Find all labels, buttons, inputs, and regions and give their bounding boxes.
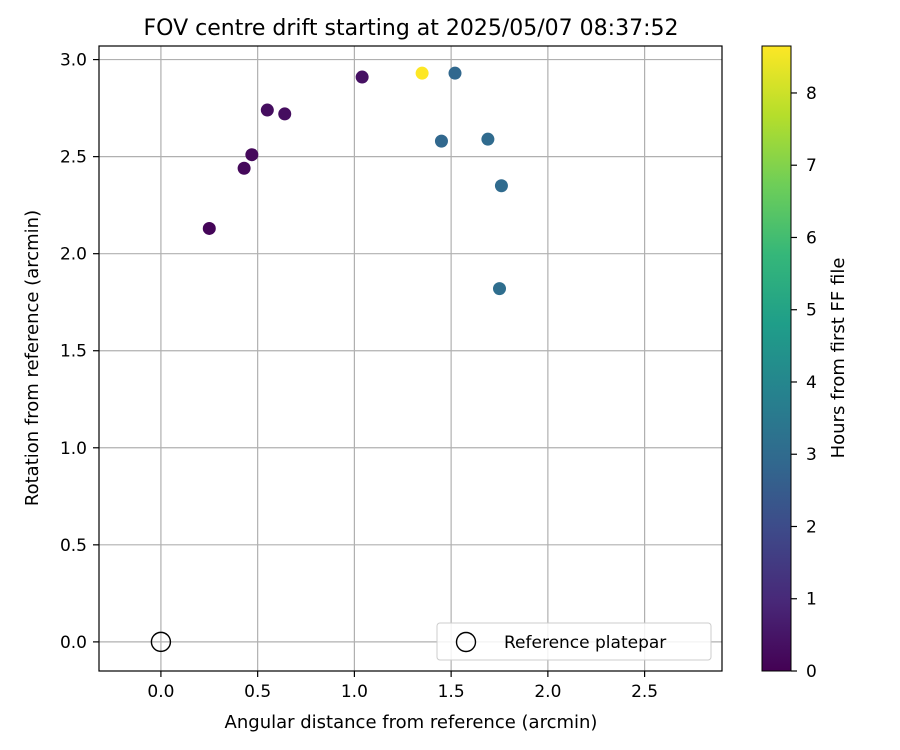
colorbar-tick-label: 7: [806, 156, 817, 176]
legend-box: [436, 622, 712, 661]
data-point: [355, 70, 369, 84]
data-point: [278, 107, 292, 121]
data-point: [481, 132, 495, 146]
x-tick-label: 2.5: [631, 682, 658, 702]
data-point: [494, 179, 508, 193]
colorbar-tick-label: 4: [806, 373, 817, 393]
y-tick-label: 1.0: [60, 439, 87, 459]
x-axis-label: Angular distance from reference (arcmin): [225, 712, 598, 733]
data-point: [415, 66, 429, 80]
legend-reference-marker: [455, 631, 477, 653]
colorbar-tick-label: 6: [806, 228, 817, 248]
colorbar-tick-label: 8: [806, 84, 817, 104]
y-tick-label: 3.0: [60, 51, 87, 71]
x-tick-label: 0.0: [147, 682, 174, 702]
colorbar-tick-label: 0: [806, 662, 817, 682]
colorbar-tick-label: 5: [806, 301, 817, 321]
legend-label-reference-platepar: Reference platepar: [504, 633, 666, 653]
colorbar-gradient: [761, 45, 792, 672]
colorbar-tick-label: 1: [806, 590, 817, 610]
y-tick-label: 0.5: [60, 536, 87, 556]
y-tick-label: 2.5: [60, 148, 87, 168]
data-points: [150, 66, 508, 653]
chart-title: FOV centre drift starting at 2025/05/07 …: [144, 16, 679, 41]
data-point: [260, 103, 274, 117]
plot-frame: [98, 45, 723, 672]
data-point: [237, 161, 251, 175]
colorbar-ticks: 0 1 2 3 4 5 6 7 8: [791, 84, 817, 682]
y-axis-ticks: 0.0 0.5 1.0 1.5 2.0 2.5 3.0: [60, 51, 99, 653]
data-point: [434, 134, 448, 148]
x-tick-label: 0.5: [244, 682, 271, 702]
data-point: [448, 66, 462, 80]
data-point: [245, 148, 259, 162]
legend: Reference platepar: [436, 622, 712, 661]
grid: [99, 46, 722, 671]
data-point: [493, 282, 506, 296]
y-tick-label: 1.5: [60, 342, 87, 362]
x-tick-label: 1.0: [341, 682, 368, 702]
colorbar-label: Hours from first FF file: [828, 258, 849, 459]
reference-platepar-point: [150, 631, 172, 653]
colorbar-tick-label: 3: [806, 445, 817, 465]
x-tick-label: 1.5: [438, 682, 465, 702]
y-tick-label: 2.0: [60, 245, 87, 265]
y-tick-label: 0.0: [60, 633, 87, 653]
data-point: [202, 221, 216, 235]
colorbar: 0 1 2 3 4 5 6 7 8 Hours from first FF file: [761, 45, 849, 682]
x-tick-label: 2.0: [534, 682, 561, 702]
x-axis-ticks: 0.0 0.5 1.0 1.5 2.0 2.5: [147, 671, 658, 702]
y-axis-label: Rotation from reference (arcmin): [22, 210, 43, 506]
colorbar-tick-label: 2: [806, 517, 817, 537]
